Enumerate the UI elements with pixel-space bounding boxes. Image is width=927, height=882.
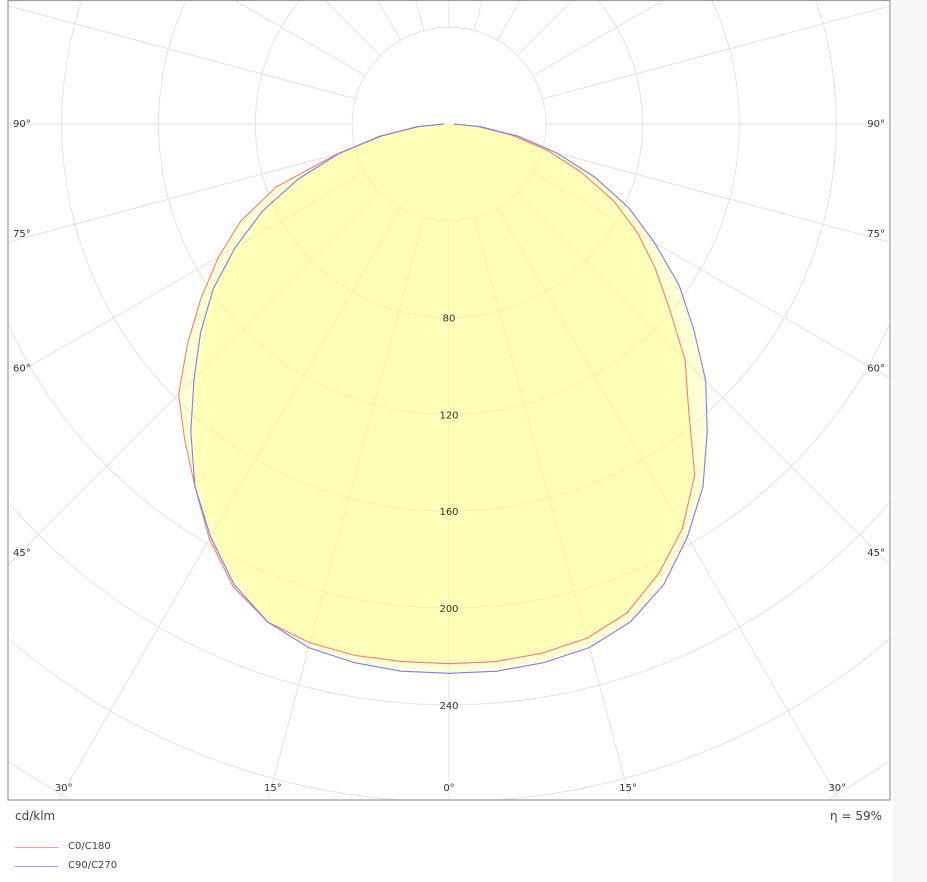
angle-label-left: 75°	[13, 229, 31, 240]
angle-label-right: 90°	[867, 119, 885, 130]
legend-label-c90-c270: C90/C270	[68, 860, 118, 871]
angle-label-bottom: 0°	[443, 783, 454, 794]
plot-frame	[7, 0, 891, 801]
curve-line-c0-c180	[178, 123, 696, 665]
angle-label-bottom: 30°	[55, 783, 73, 794]
angle-label-right: 75°	[867, 229, 885, 240]
legend-line-c0-c180	[15, 847, 58, 848]
right-gutter	[893, 0, 927, 882]
angle-label-left: 90°	[13, 119, 31, 130]
grid-ring	[61, 0, 837, 512]
grid-spoke	[496, 207, 840, 800]
grid-ring	[10, 761, 888, 800]
grid-spoke	[542, 5, 890, 100]
grid-spoke	[517, 0, 574, 56]
radial-tick-label: 240	[439, 701, 458, 712]
grid-ring	[8, 324, 890, 609]
axis-labels: 80 120 160 200 240 90° 90° 75° 75° 60° 60° 45° 45° 30…	[13, 119, 885, 794]
angle-label-bottom: 15°	[264, 783, 282, 794]
grid-spoke	[496, 0, 522, 41]
angle-label-left: 45°	[13, 548, 31, 559]
grid-ring	[8, 502, 890, 706]
grid-spoke	[58, 207, 402, 800]
curve-line-c90-c270	[190, 123, 708, 674]
grid-ring	[8, 638, 890, 800]
grid	[8, 0, 890, 800]
grid-spoke	[415, 0, 425, 31]
radial-tick-label: 160	[439, 507, 458, 518]
legend-line-c90-c270	[15, 866, 58, 867]
grid-ring	[158, 0, 740, 415]
radial-tick-label: 120	[439, 410, 458, 421]
angle-label-bottom: 15°	[619, 783, 637, 794]
grid-spoke	[532, 171, 890, 380]
curves	[178, 123, 708, 674]
grid-spoke	[324, 0, 381, 56]
grid-spoke	[8, 171, 366, 380]
grid-spoke	[473, 217, 631, 800]
grid-spoke	[267, 217, 425, 800]
legend-label-c0-c180: C0/C180	[68, 841, 111, 852]
angle-label-right: 45°	[867, 548, 885, 559]
grid-spoke	[542, 148, 890, 243]
grid-ring	[254, 0, 644, 319]
grid-spoke	[8, 148, 356, 243]
angle-label-right: 60°	[867, 364, 885, 375]
efficiency-label: η = 59%	[830, 809, 882, 823]
angle-label-left: 60°	[13, 364, 31, 375]
radial-tick-label: 200	[439, 604, 458, 615]
grid-spoke	[376, 0, 402, 41]
grid-spoke	[233, 0, 366, 77]
grid-spoke	[532, 0, 665, 77]
curve-fill-0	[178, 124, 695, 664]
radial-tick-label: 80	[443, 314, 456, 325]
grid-spoke	[473, 0, 483, 31]
curve-fill-1	[190, 124, 708, 674]
unit-label: cd/klm	[15, 809, 56, 823]
angle-label-bottom: 30°	[828, 783, 846, 794]
grid-spoke	[517, 192, 890, 566]
grid-spoke	[8, 5, 356, 100]
